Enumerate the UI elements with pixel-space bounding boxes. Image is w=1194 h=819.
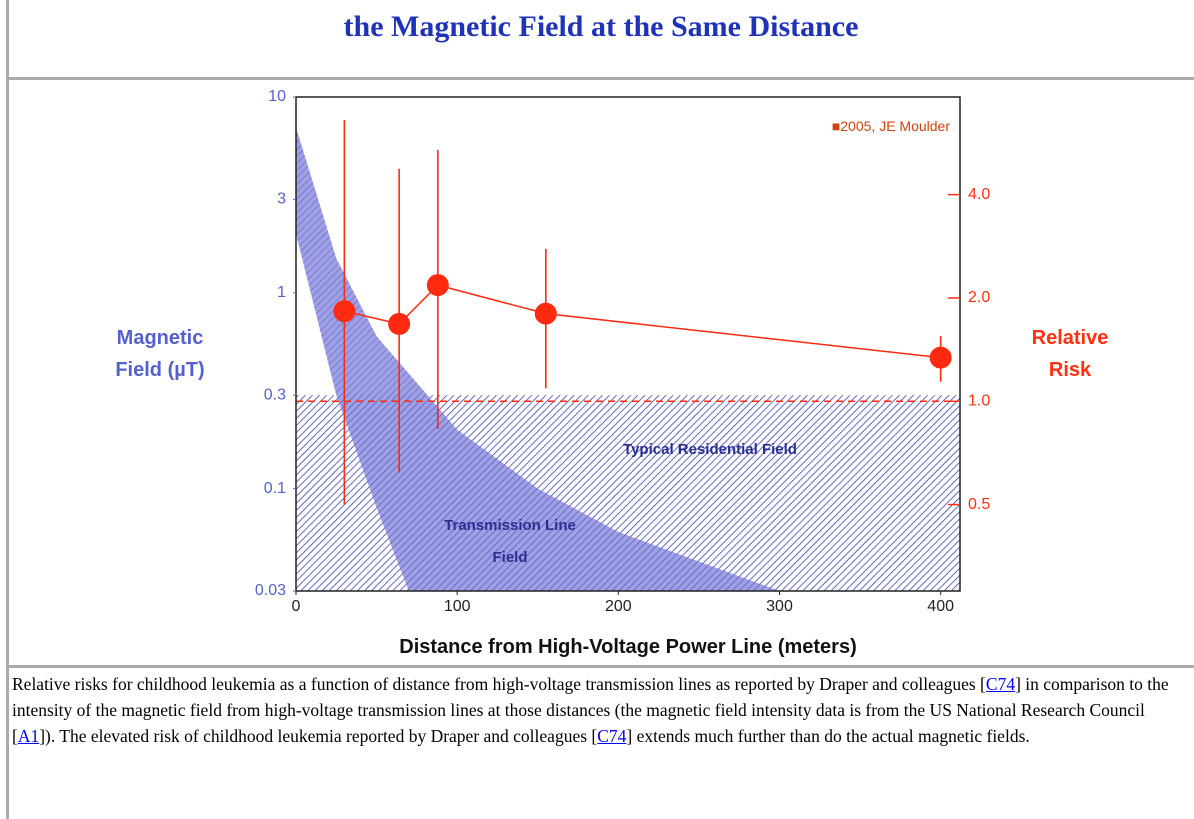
risk-point xyxy=(426,274,449,297)
caption-text: Relative risks for childhood leukemia as… xyxy=(12,674,986,694)
rule xyxy=(6,77,1194,80)
risk-point xyxy=(534,302,557,325)
citation-link[interactable]: C74 xyxy=(985,674,1016,694)
citation-link[interactable]: C74 xyxy=(597,726,627,746)
y2-tick-label: 1.0 xyxy=(968,392,990,409)
y-tick-label: 0.03 xyxy=(255,582,286,599)
y2-tick-label: 4.0 xyxy=(968,186,990,203)
risk-point xyxy=(388,312,411,335)
citation-link[interactable]: A1 xyxy=(17,726,40,746)
y-tick-label: 1 xyxy=(277,284,286,301)
credit: ■2005, JE Moulder xyxy=(831,118,950,134)
y-tick-label: 0.1 xyxy=(264,480,286,497)
rule xyxy=(6,665,1194,668)
y2-tick-label: 2.0 xyxy=(968,289,990,306)
y-tick-label: 3 xyxy=(277,191,286,208)
risk-point xyxy=(929,346,952,369)
y-tick-label: 10 xyxy=(268,88,286,105)
caption-text: ] extends much further than do the actua… xyxy=(626,726,1030,746)
risk-point xyxy=(333,300,356,323)
caption-text: ]). The elevated risk of childhood leuke… xyxy=(39,726,598,746)
x-axis-label: Distance from High-Voltage Power Line (m… xyxy=(399,636,857,658)
field-band-hatch xyxy=(296,127,780,591)
x-tick-label: 0 xyxy=(292,598,301,615)
page-title: the Magnetic Field at the Same Distance xyxy=(343,10,859,43)
caption-text: ] in comparison to the intensity of the … xyxy=(12,674,1169,746)
y2-tick-label: 0.5 xyxy=(968,496,990,513)
x-tick-label: 300 xyxy=(766,598,793,615)
caption: Relative risks for childhood leukemia as… xyxy=(12,671,1188,749)
residential-label: Typical Residential Field xyxy=(623,441,797,458)
page-border xyxy=(6,0,9,819)
x-tick-label: 200 xyxy=(605,598,632,615)
x-tick-label: 100 xyxy=(444,598,471,615)
y-axis-label: Magnetic Field (µT) xyxy=(115,327,205,381)
plot-frame xyxy=(295,96,961,592)
y-tick-label: 0.3 xyxy=(264,386,286,403)
x-tick-label: 400 xyxy=(927,598,954,615)
band-label: Transmission Line Field xyxy=(444,517,576,566)
y2-axis-label: Relative Risk xyxy=(1031,327,1109,381)
